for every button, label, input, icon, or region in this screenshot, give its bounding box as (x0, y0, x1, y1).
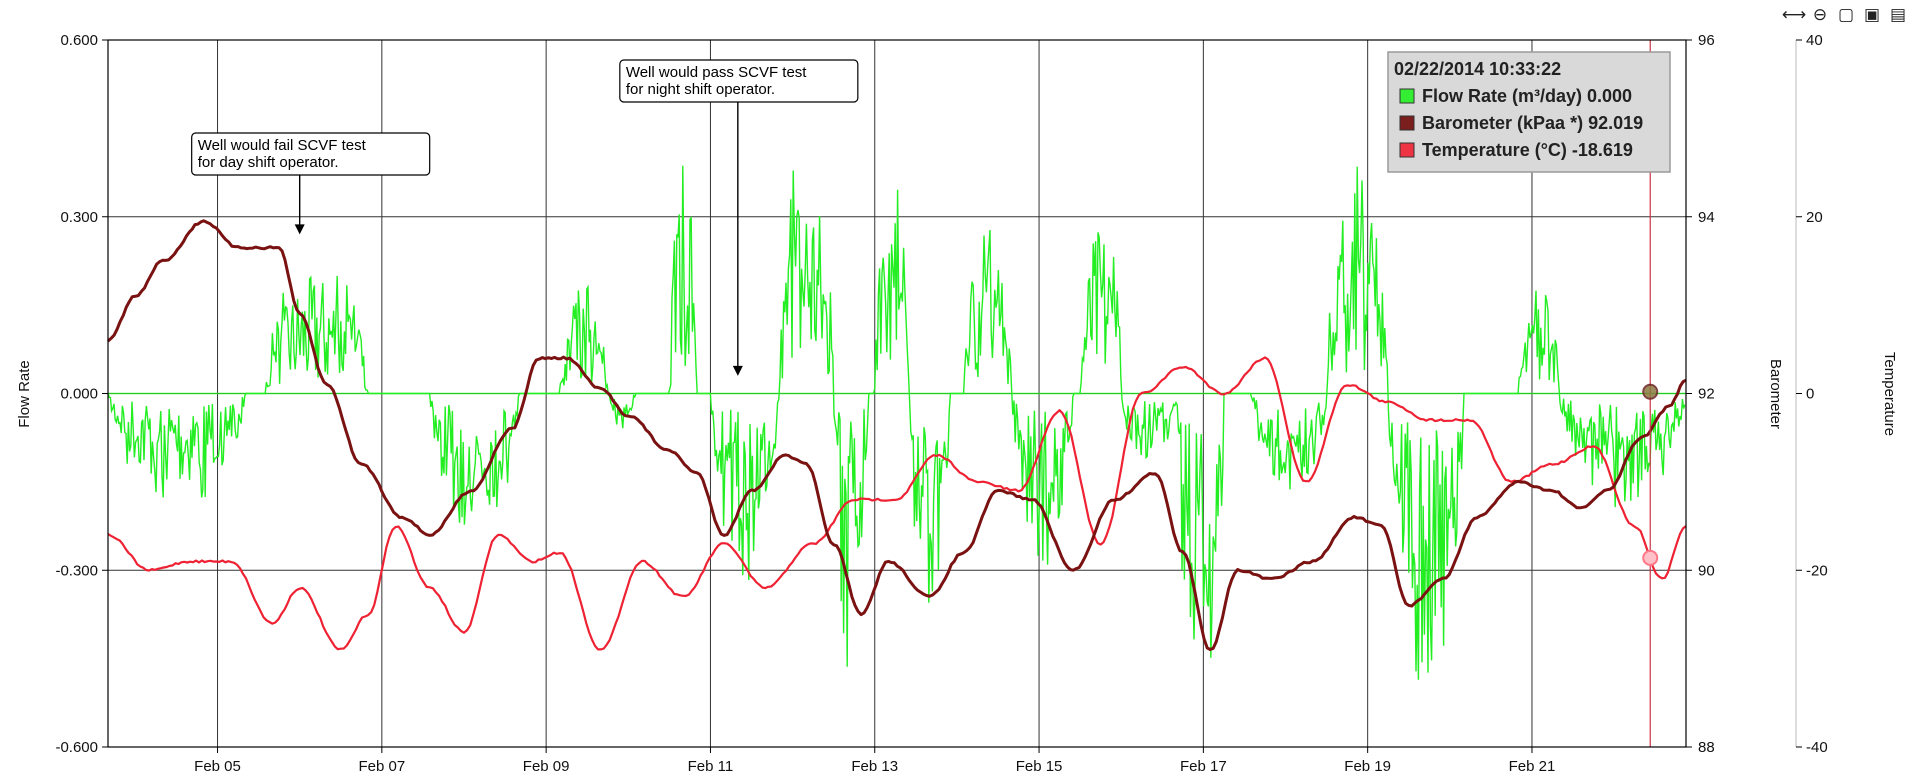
barometer-axis-tick-label: 96 (1698, 32, 1715, 49)
annotation-arrow-head (294, 224, 305, 235)
x-axis-tick-label: Feb 09 (523, 758, 570, 775)
legend-entry: Temperature (°C) -18.619 (1422, 140, 1633, 160)
barometer-axis-title: Barometer (1767, 359, 1784, 429)
x-axis-tick-label: Feb 17 (1180, 758, 1227, 775)
barometer-axis-tick-label: 88 (1698, 739, 1715, 756)
excel-export-icon[interactable]: ▣ (1863, 5, 1881, 25)
x-axis-tick-label: Feb 21 (1509, 758, 1556, 775)
flow-axis-tick-label: 0.000 (60, 386, 98, 403)
temperature-axis-tick-label: -40 (1806, 739, 1828, 756)
x-axis-tick-label: Feb 07 (358, 758, 405, 775)
legend-swatch (1399, 115, 1415, 131)
annotation-text: Well would pass SCVF test (626, 64, 807, 81)
chart-toolbar: ⟷ ⊖ ▢ ▣ ▤ (1781, 4, 1909, 26)
legend-title: 02/22/2014 10:33:22 (1394, 59, 1561, 79)
annotation-box (619, 59, 859, 103)
cursor-marker-temperature (1642, 549, 1659, 566)
legend-swatch (1399, 142, 1415, 158)
legend-box (1387, 51, 1671, 173)
barometer-axis-tick-label: 94 (1698, 209, 1715, 226)
x-axis-tick-label: Feb 13 (851, 758, 898, 775)
annotation-arrow-head (732, 365, 743, 376)
barometer-axis-tick-label: 90 (1698, 562, 1715, 579)
flow-axis-title: Flow Rate (16, 360, 33, 428)
annotation-text: for night shift operator. (626, 81, 775, 98)
temperature-axis-tick-label: 40 (1806, 32, 1823, 49)
x-axis-tick-label: Feb 15 (1016, 758, 1063, 775)
series-layer (106, 40, 1687, 747)
legend-entry: Flow Rate (m³/day) 0.000 (1422, 86, 1632, 106)
x-axis-tick-label: Feb 19 (1344, 758, 1391, 775)
annotation-text: Well would fail SCVF test (198, 137, 367, 154)
flow-axis-tick-label: -0.600 (55, 739, 98, 756)
barometer-axis-tick-label: 92 (1698, 386, 1715, 403)
legend: 02/22/2014 10:33:22 Flow Rate (m³/day) 0.… (1387, 51, 1671, 173)
temperature-axis-tick-label: 0 (1806, 386, 1814, 403)
note-icon[interactable]: ▢ (1837, 5, 1855, 25)
pdf-export-icon[interactable]: ▤ (1889, 5, 1907, 25)
flow-axis-tick-label: -0.300 (55, 562, 98, 579)
axes: -0.600 -0.300 0.000 0.300 0.600 Feb 05 Feb 07 F… (16, 32, 1898, 775)
temperature-line (107, 356, 1687, 651)
barometer-line (106, 219, 1687, 651)
legend-swatch (1399, 88, 1415, 104)
temperature-axis-title: Temperature (1881, 352, 1898, 436)
annotation-box (191, 132, 431, 176)
pan-icon[interactable]: ⟷ (1781, 5, 1807, 25)
x-axis-tick-label: Feb 11 (688, 758, 734, 775)
zoom-out-icon[interactable]: ⊖ (1812, 5, 1828, 25)
annotation-text: for day shift operator. (198, 154, 339, 171)
temperature-axis-tick-label: -20 (1806, 562, 1828, 579)
cursor-marker-barometer (1642, 383, 1659, 400)
x-axis-tick-label: Feb 05 (194, 758, 241, 775)
legend-entry: Barometer (kPaa *) 92.019 (1422, 113, 1643, 133)
flow-axis-tick-label: 0.300 (60, 209, 98, 226)
flow-axis-tick-label: 0.600 (60, 32, 98, 49)
temperature-axis-tick-label: 20 (1806, 209, 1823, 226)
